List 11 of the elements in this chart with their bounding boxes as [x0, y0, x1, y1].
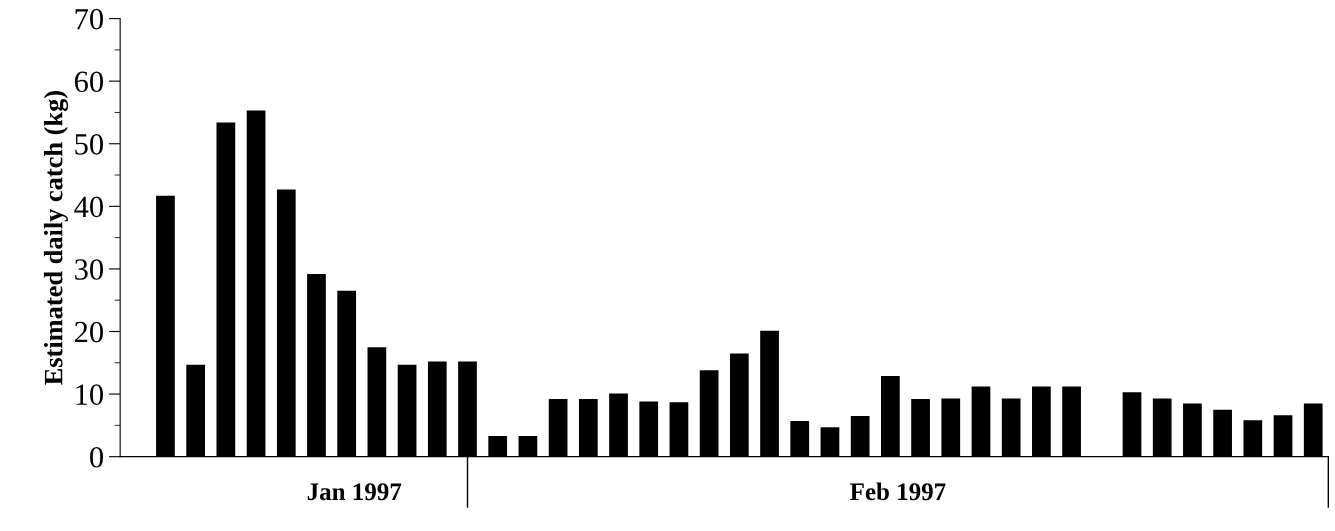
text: Feb 1997 — [850, 482, 946, 501]
y-tick-label: 50 — [75, 134, 104, 155]
y-axis-title: Estimated daily catch (kg) — [43, 91, 69, 385]
text: Jan 1997 — [307, 483, 402, 501]
y-tick-label: 0 — [90, 446, 104, 468]
y-tick-label: 30 — [75, 259, 104, 280]
y-tick-label: 60 — [74, 71, 104, 93]
y-tick-label: 40 — [74, 196, 104, 218]
y-tick-label: 70 — [75, 8, 104, 30]
y-tick-label: 20 — [74, 321, 104, 343]
y-tick-label: 10 — [76, 384, 104, 405]
